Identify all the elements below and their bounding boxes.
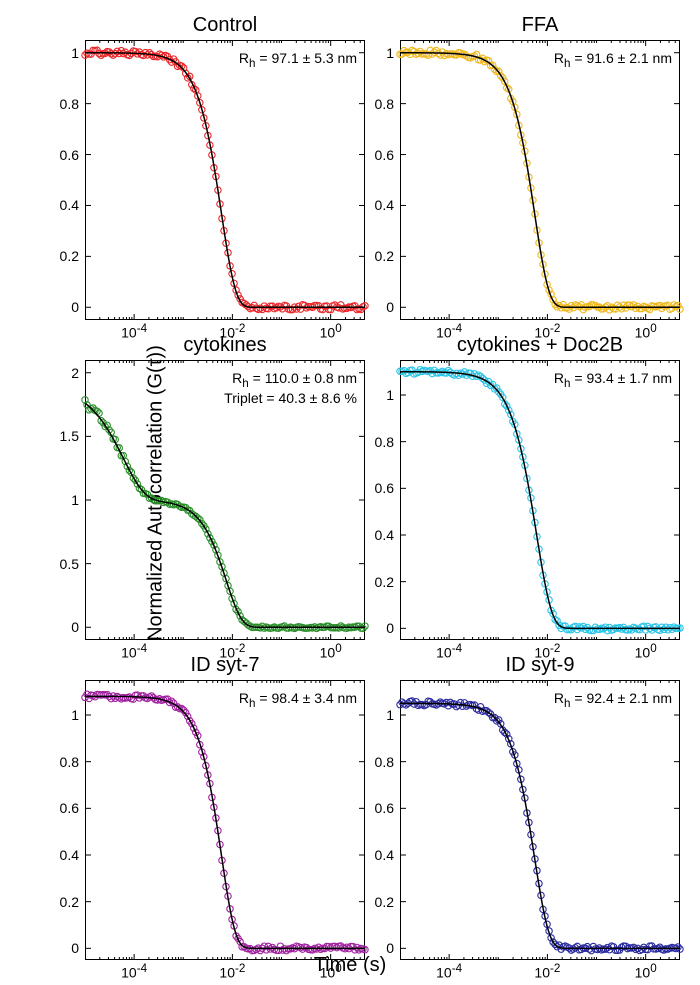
x-tick-label: 10-2 — [534, 962, 560, 981]
plot-svg — [85, 40, 365, 320]
y-tick-label: 0.2 — [375, 248, 394, 264]
panel-cytokines: cytokinesRh = 110.0 ± 0.8 nmTriplet = 40… — [85, 360, 365, 640]
y-tick-label: 1 — [386, 45, 394, 61]
fit-line — [400, 372, 680, 629]
y-tick-label: 0.8 — [375, 754, 394, 770]
data-series — [397, 366, 683, 633]
fit-line — [85, 403, 365, 627]
y-tick-label: 0.4 — [375, 847, 394, 863]
panel-id-syt-9: ID syt-9Rh = 92.4 ± 2.1 nm10-410-210000.… — [400, 680, 680, 960]
y-tick-label: 0.2 — [375, 894, 394, 910]
y-tick-label: 0 — [386, 940, 394, 956]
plot-svg — [85, 360, 365, 640]
y-tick-label: 0 — [71, 940, 79, 956]
y-tick-label: 0.2 — [60, 248, 79, 264]
y-tick-label: 1.5 — [60, 428, 79, 444]
y-tick-label: 0 — [71, 619, 79, 635]
panel-id-syt-7: ID syt-7Rh = 98.4 ± 3.4 nm10-410-210000.… — [85, 680, 365, 960]
y-tick-label: 2 — [71, 365, 79, 381]
y-tick-label: 1 — [71, 707, 79, 723]
x-tick-label: 10-4 — [121, 962, 147, 981]
panel-ffa: FFARh = 91.6 ± 2.1 nm10-410-210000.20.40… — [400, 40, 680, 320]
y-tick-label: 0.6 — [60, 147, 79, 163]
data-series — [82, 691, 368, 954]
y-tick-label: 0 — [386, 299, 394, 315]
x-tick-label: 10-2 — [219, 962, 245, 981]
y-tick-label: 0.4 — [375, 197, 394, 213]
y-tick-label: 0.5 — [60, 556, 79, 572]
y-tick-label: 0.8 — [60, 96, 79, 112]
fit-line — [85, 53, 365, 308]
panel-control: ControlRh = 97.1 ± 5.3 nm10-410-210000.2… — [85, 40, 365, 320]
plot-svg — [85, 680, 365, 960]
y-tick-label: 0 — [71, 299, 79, 315]
panel-title: ID syt-7 — [85, 654, 365, 677]
data-series — [82, 397, 368, 632]
plot-svg — [400, 40, 680, 320]
panel-cytokines-doc2b: cytokines + Doc2BRh = 93.4 ± 1.7 nm10-41… — [400, 360, 680, 640]
x-tick-label: 10-4 — [436, 962, 462, 981]
y-tick-label: 0 — [386, 620, 394, 636]
y-tick-label: 0.6 — [375, 480, 394, 496]
panel-title: FFA — [400, 14, 680, 37]
fit-line — [85, 696, 365, 948]
y-tick-label: 0.4 — [375, 527, 394, 543]
panel-title: cytokines + Doc2B — [400, 334, 680, 357]
plot-svg — [400, 680, 680, 960]
y-tick-label: 1 — [386, 387, 394, 403]
y-tick-label: 0.8 — [60, 754, 79, 770]
plot-svg — [400, 360, 680, 640]
x-tick-label: 100 — [635, 962, 657, 981]
data-series — [82, 47, 368, 313]
fit-line — [400, 53, 680, 308]
panel-title: cytokines — [85, 334, 365, 357]
y-tick-label: 0.6 — [375, 147, 394, 163]
y-tick-label: 0.6 — [375, 800, 394, 816]
y-tick-label: 0.4 — [60, 847, 79, 863]
y-tick-label: 1 — [386, 707, 394, 723]
y-tick-label: 0.2 — [60, 894, 79, 910]
y-tick-label: 0.4 — [60, 197, 79, 213]
x-tick-label: 100 — [320, 962, 342, 981]
data-series — [397, 698, 683, 954]
figure: Normalized Autocorrelation (G(τ)) Time (… — [0, 0, 700, 985]
y-tick-label: 0.6 — [60, 800, 79, 816]
y-tick-label: 1 — [71, 45, 79, 61]
y-tick-label: 0.8 — [375, 96, 394, 112]
y-tick-label: 0.8 — [375, 434, 394, 450]
panel-title: ID syt-9 — [400, 654, 680, 677]
y-tick-label: 0.2 — [375, 574, 394, 590]
data-series — [397, 47, 683, 313]
panel-title: Control — [85, 14, 365, 37]
y-tick-label: 1 — [71, 492, 79, 508]
